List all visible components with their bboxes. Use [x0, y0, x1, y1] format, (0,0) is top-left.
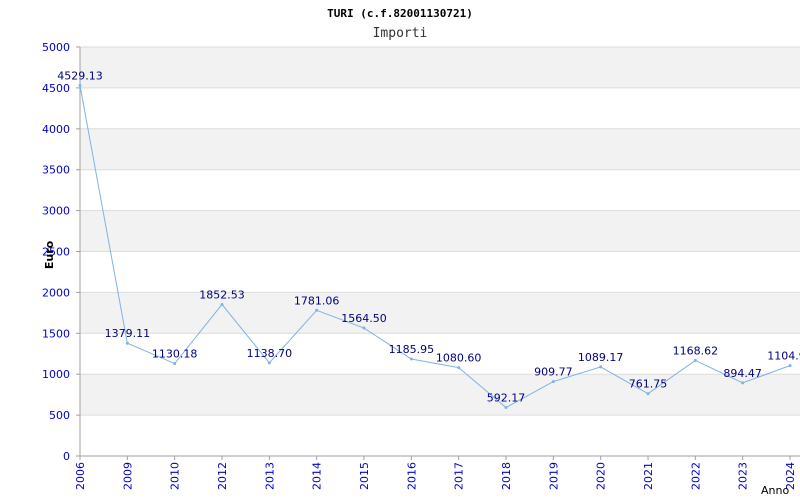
- y-tick-label: 1000: [42, 368, 70, 381]
- data-point: [409, 357, 413, 361]
- x-tick-labels: 2006 2009 2010 2012 2013 2014 2015 2016 2017 2018…: [74, 462, 797, 490]
- x-tick-label: 2021: [642, 462, 655, 490]
- data-point: [741, 381, 745, 385]
- data-point: [78, 84, 82, 88]
- data-point: [362, 326, 366, 330]
- x-tick-label: 2020: [595, 462, 608, 490]
- chart-title: TURI (c.f.82001130721): [327, 7, 473, 20]
- x-axis-label: Anno: [761, 484, 789, 497]
- data-point: [125, 341, 129, 345]
- data-label: 1080.60: [436, 352, 482, 365]
- grid-band: [80, 210, 800, 252]
- data-label: 1379.11: [105, 327, 151, 340]
- x-tick-label: 2022: [689, 462, 702, 490]
- x-tick-label: 2019: [547, 462, 560, 490]
- y-tick-label: 2500: [42, 246, 70, 259]
- data-label: 1781.06: [294, 294, 340, 307]
- series-line-path: [79, 85, 791, 409]
- y-axis-label: Euro: [43, 240, 56, 269]
- y-tick-label: 0: [63, 450, 70, 463]
- data-label: 1104.95: [767, 350, 800, 363]
- gridlines: [80, 46, 800, 457]
- data-point: [267, 361, 271, 365]
- y-tick-label: 3000: [42, 205, 70, 218]
- data-label: 1138.70: [247, 347, 293, 360]
- grid-band: [80, 292, 800, 334]
- data-label: 592.17: [487, 392, 526, 405]
- data-label: 4529.13: [57, 70, 103, 83]
- data-point: [646, 392, 650, 396]
- chart-subtitle: Importi: [373, 26, 428, 41]
- y-tick-labels: 0 500 1000 1500 2000 2500 3000 3500 4000 4500 5000: [42, 41, 70, 463]
- data-label: 761.75: [629, 378, 668, 391]
- y-tick-label: 1500: [42, 327, 70, 340]
- y-tick-label: 4500: [42, 82, 70, 95]
- x-tick-label: 2014: [311, 462, 324, 490]
- x-tick-label: 2010: [169, 462, 182, 490]
- axes: [76, 46, 800, 460]
- y-tick-label: 4000: [42, 123, 70, 136]
- x-tick-label: 2024: [784, 462, 797, 490]
- y-tick-label: 5000: [42, 41, 70, 54]
- x-tick-label: 2016: [405, 462, 418, 490]
- data-point: [220, 302, 224, 306]
- y-tick-label: 3500: [42, 164, 70, 177]
- x-tick-label: 2017: [453, 462, 466, 490]
- data-label: 1130.18: [152, 348, 198, 361]
- data-point: [315, 308, 319, 312]
- grid-band: [80, 47, 800, 88]
- grid-band: [80, 374, 800, 416]
- data-label: 1852.53: [199, 288, 245, 301]
- data-label: 894.47: [723, 367, 762, 380]
- data-label: 909.77: [534, 366, 573, 379]
- x-tick-label: 2013: [263, 462, 276, 490]
- x-tick-label: 2015: [358, 462, 371, 490]
- data-point: [599, 365, 603, 369]
- data-point: [551, 380, 555, 384]
- x-tick-label: 2006: [74, 462, 87, 490]
- x-tick-label: 2012: [216, 462, 229, 490]
- x-tick-label: 2009: [121, 462, 134, 490]
- data-point: [693, 358, 697, 362]
- series-line: [78, 84, 792, 410]
- data-label: 1564.50: [341, 312, 387, 325]
- y-tick-label: 500: [49, 409, 70, 422]
- data-point: [504, 406, 508, 410]
- data-label: 1168.62: [673, 344, 719, 357]
- data-point: [457, 366, 461, 370]
- x-tick-label: 2018: [500, 462, 513, 490]
- x-tick-label: 2023: [737, 462, 750, 490]
- data-label: 1089.17: [578, 351, 624, 364]
- data-point: [173, 362, 177, 366]
- data-point: [788, 364, 792, 368]
- grid-band: [80, 128, 800, 170]
- grid-bands: [80, 47, 800, 416]
- y-tick-label: 2000: [42, 286, 70, 299]
- data-label: 1185.95: [389, 343, 435, 356]
